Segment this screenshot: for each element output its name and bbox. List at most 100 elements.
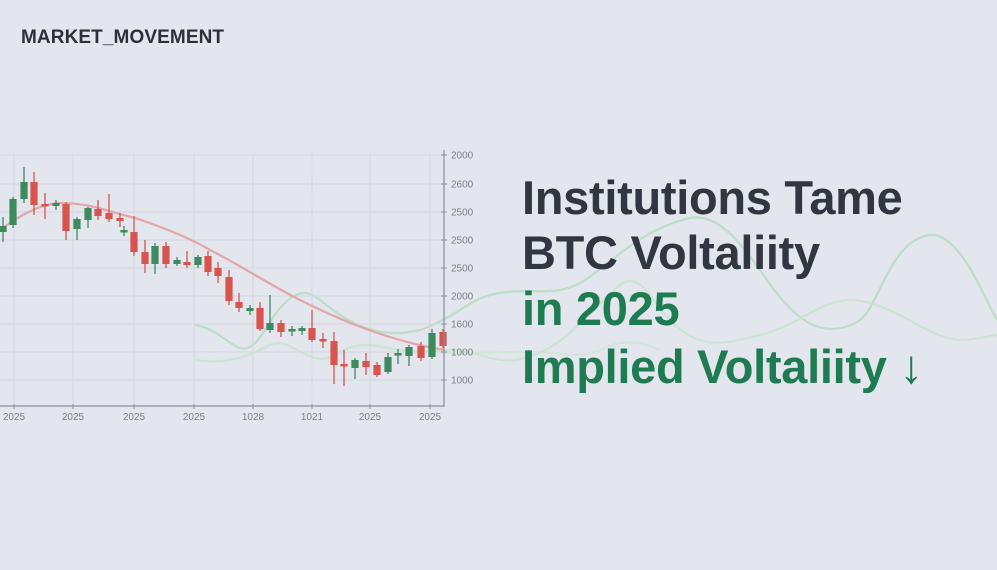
candle-down <box>362 353 370 375</box>
candle-body <box>256 308 264 329</box>
candle-body <box>225 277 233 301</box>
candle-body <box>9 199 17 225</box>
candle-down <box>235 293 243 312</box>
candle-body <box>73 219 81 229</box>
candle-down <box>141 240 149 273</box>
candle-body <box>298 328 306 331</box>
x-tick-label: 2025 <box>183 412 206 423</box>
x-tick-label: 2025 <box>419 412 442 423</box>
y-tick-label: 2000 <box>451 151 474 162</box>
x-tick-label: 1028 <box>242 412 265 423</box>
candle-body <box>340 364 348 367</box>
candle-body <box>151 246 159 264</box>
candle-body <box>384 357 392 372</box>
candle-up <box>9 197 17 228</box>
candle-down <box>30 172 38 215</box>
candle-up <box>0 217 7 242</box>
candle-body <box>417 346 425 358</box>
x-tick-label: 2025 <box>62 412 85 423</box>
candle-body <box>246 308 254 311</box>
candle-up <box>120 226 128 236</box>
candle-down <box>319 333 327 348</box>
wave-line-1 <box>194 216 997 350</box>
candle-down <box>162 242 170 268</box>
candle-body <box>330 341 338 365</box>
candle-down <box>417 342 425 361</box>
y-tick-label: 2500 <box>451 264 474 275</box>
candle-down <box>41 193 49 219</box>
headline-line-3: in 2025 <box>522 282 680 335</box>
candlestick-series <box>0 167 447 386</box>
x-tick-label: 2025 <box>3 412 26 423</box>
candle-body <box>120 230 128 233</box>
candle-up <box>194 255 202 268</box>
candle-body <box>308 328 316 340</box>
candle-up <box>298 326 306 335</box>
y-tick-label: 1600 <box>451 320 474 331</box>
x-axis: 2025 2025 2025 2025 1028 1021 2025 2025 <box>0 404 444 423</box>
candle-down <box>116 213 124 227</box>
candle-body <box>105 213 113 219</box>
headline-line-1: Institutions Tame <box>522 171 903 224</box>
y-tick-label: 2500 <box>451 236 474 247</box>
y-tick-label: 1000 <box>451 348 474 359</box>
candle-down <box>308 310 316 342</box>
candle-up <box>84 207 92 228</box>
candle-up <box>246 305 254 315</box>
candle-up <box>384 353 392 374</box>
candle-down <box>256 302 264 331</box>
candle-body <box>439 332 447 346</box>
y-tick-label: 2600 <box>451 180 474 191</box>
candle-up <box>20 167 28 203</box>
candle-down <box>105 194 113 222</box>
candle-down <box>130 216 138 256</box>
candle-body <box>84 208 92 220</box>
chart-grid <box>0 153 443 405</box>
wave-line-3 <box>439 341 661 356</box>
candle-body <box>183 262 191 265</box>
candle-body <box>428 333 436 357</box>
candle-body <box>405 347 413 356</box>
candle-down <box>330 332 338 384</box>
candle-body <box>173 260 181 264</box>
brand-label: MARKET_MOVEMENT <box>21 27 225 48</box>
candle-up <box>405 345 413 366</box>
candle-body <box>62 204 70 231</box>
candle-down <box>183 251 191 268</box>
candle-body <box>41 204 49 207</box>
candle-body <box>204 256 212 272</box>
candle-down <box>62 202 70 240</box>
candle-up <box>73 217 81 240</box>
candle-up <box>266 295 274 333</box>
candle-body <box>362 361 370 367</box>
x-tick-label: 2025 <box>359 412 382 423</box>
y-tick-label: 2500 <box>451 208 474 219</box>
candle-up <box>52 200 60 210</box>
candle-down <box>204 251 212 276</box>
candle-up <box>288 326 296 336</box>
candle-down <box>94 200 102 220</box>
candle-down <box>214 262 222 283</box>
candle-up <box>173 257 181 266</box>
candle-body <box>351 360 359 368</box>
candle-body <box>162 246 170 264</box>
candle-body <box>141 252 149 264</box>
headline-line-4: Implied Voltaliity ↓ <box>522 340 923 393</box>
candle-body <box>277 323 285 332</box>
x-tick-label: 1021 <box>301 412 324 423</box>
candle-body <box>394 353 402 356</box>
candle-down <box>373 362 381 377</box>
candle-body <box>194 257 202 265</box>
candle-body <box>20 182 28 199</box>
candle-up <box>351 358 359 379</box>
candle-body <box>235 302 243 308</box>
candle-up <box>394 349 402 364</box>
y-tick-label: 2000 <box>451 292 474 303</box>
candle-down <box>277 320 285 337</box>
candle-body <box>266 323 274 330</box>
candle-body <box>52 203 60 206</box>
candle-body <box>30 182 38 205</box>
candle-body <box>94 209 102 216</box>
candle-body <box>116 218 124 221</box>
